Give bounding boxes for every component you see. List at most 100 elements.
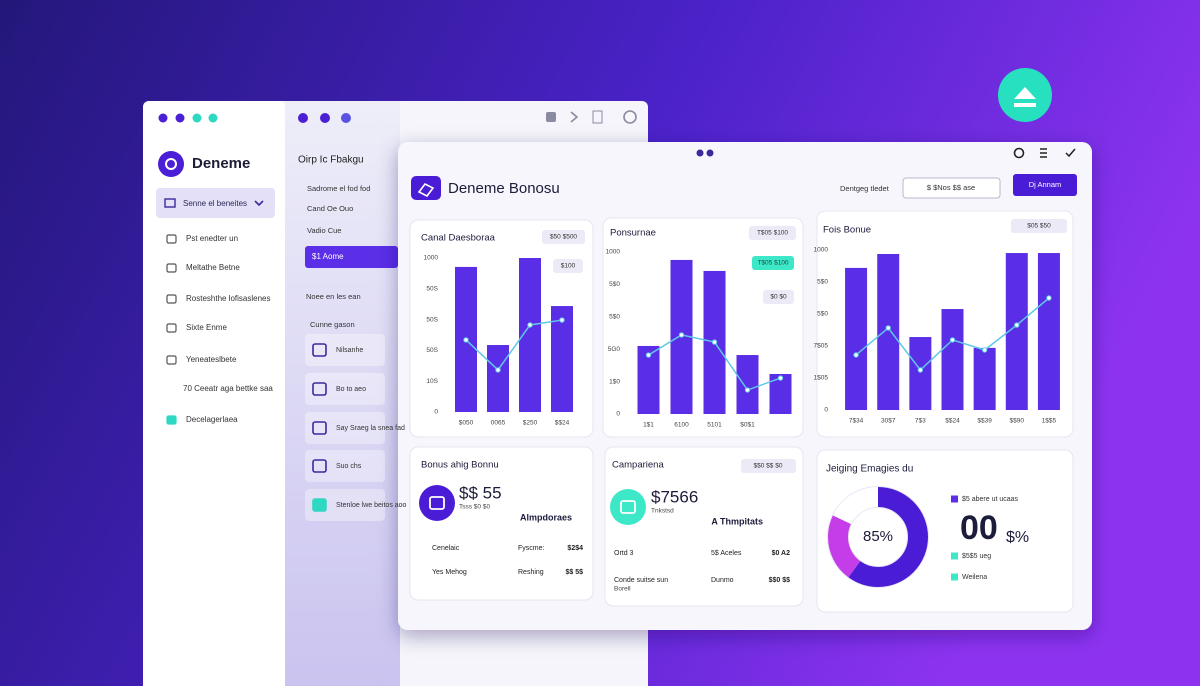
menu-item: Rosteshthe lofisaslenes bbox=[186, 294, 271, 303]
search-icon[interactable] bbox=[1013, 147, 1025, 159]
trend-point bbox=[527, 322, 533, 328]
bar bbox=[769, 373, 792, 414]
logo-text: Deneme bbox=[192, 155, 250, 172]
header-label: Dentgeg tledet bbox=[840, 184, 890, 193]
subnav-item-bg bbox=[305, 412, 385, 444]
subnav-item: Bo to aeo bbox=[336, 386, 366, 393]
x-tick-label: $0$1 bbox=[740, 422, 755, 429]
card-icon bbox=[419, 485, 455, 521]
donut-big-value: 00 bbox=[960, 509, 998, 547]
search-box[interactable] bbox=[902, 177, 1001, 199]
toolbar-icon[interactable] bbox=[546, 112, 556, 122]
y-tick-label: 7$05 bbox=[814, 343, 829, 350]
dropdown[interactable] bbox=[156, 188, 275, 218]
y-tick-label: 50S bbox=[426, 316, 438, 323]
header-button[interactable] bbox=[1013, 174, 1077, 196]
trend-point bbox=[853, 352, 859, 358]
dropdown-caret bbox=[254, 200, 264, 207]
bar bbox=[973, 347, 996, 410]
trend-point bbox=[559, 317, 565, 323]
card-row-text: Cenelaic bbox=[432, 545, 460, 552]
legend-swatch bbox=[951, 552, 958, 560]
badge-label: $100 bbox=[561, 263, 576, 270]
bar bbox=[637, 345, 660, 414]
logo-mark bbox=[165, 158, 177, 170]
y-tick-label: 0 bbox=[434, 409, 438, 416]
badge-label: $0 $0 bbox=[770, 294, 787, 301]
subnav-icon bbox=[312, 498, 327, 512]
toolbar-icon[interactable] bbox=[570, 111, 579, 123]
badge-label: T$05 $100 bbox=[757, 230, 788, 237]
bar bbox=[941, 309, 964, 410]
badge bbox=[553, 259, 583, 273]
x-tick-label: 1$$5 bbox=[1042, 418, 1057, 425]
menu-icon[interactable] bbox=[1040, 148, 1047, 158]
y-tick-label: 0 bbox=[824, 407, 828, 414]
toolbar-icon[interactable] bbox=[592, 110, 603, 124]
y-tick-label: 1$05 bbox=[814, 375, 829, 382]
badge-label: $05 $50 bbox=[1027, 223, 1051, 230]
legend-label: $5$5 ueg bbox=[962, 553, 991, 560]
subnav-item: Nilsanhe bbox=[336, 347, 363, 354]
subnav-active-label: $1 Aome bbox=[312, 252, 344, 261]
bar bbox=[877, 254, 900, 410]
trend-point bbox=[885, 325, 891, 331]
check-icon[interactable] bbox=[1065, 148, 1076, 158]
window-dot bbox=[706, 149, 714, 157]
subnav-item: Stenloe lwe beitos aoo bbox=[336, 502, 407, 509]
trend-point bbox=[777, 375, 784, 381]
card-row-text: 5$ Aceles bbox=[711, 550, 742, 557]
trend-line bbox=[465, 319, 563, 372]
subnav-active[interactable] bbox=[305, 246, 398, 268]
subnav-item-bg bbox=[305, 489, 385, 521]
donut-segment bbox=[828, 487, 928, 587]
subnav-item-bg bbox=[305, 334, 385, 366]
y-tick-label: 5$0 bbox=[817, 279, 828, 286]
menu-icon bbox=[166, 263, 177, 273]
trend-point bbox=[744, 387, 751, 393]
menu-item: Pst enedter un bbox=[186, 234, 238, 243]
subnav-icon bbox=[312, 459, 327, 473]
card-row-text: Ortd 3 bbox=[614, 550, 634, 557]
trend-point bbox=[463, 337, 469, 343]
toolbar-icon[interactable] bbox=[623, 110, 637, 124]
chart-title: Fois Bonue bbox=[823, 225, 871, 236]
subnav-icon bbox=[312, 343, 327, 357]
card-icon bbox=[610, 489, 646, 525]
badge bbox=[749, 226, 796, 240]
x-tick-label: 1$1 bbox=[643, 422, 654, 429]
trend-point bbox=[678, 332, 685, 338]
menu-item: Decelagerlaea bbox=[186, 415, 238, 424]
badge-label: $50 $500 bbox=[550, 234, 577, 241]
subnav-item: Cand Oe Ouo bbox=[307, 204, 353, 213]
subnav-item-bg bbox=[305, 450, 385, 482]
menu-item: Sixte Enme bbox=[186, 323, 227, 332]
subnav-section: Noee en les ean bbox=[306, 292, 361, 301]
menu-icon bbox=[166, 234, 177, 244]
y-tick-label: 5G0 bbox=[608, 346, 621, 353]
card-amount-note: Tnkstsd bbox=[651, 508, 674, 515]
card-amount: $7566 bbox=[651, 487, 698, 506]
card-row-text: $$ 5$ bbox=[565, 569, 583, 576]
subnav-title: Oirp Ic Fbakgu bbox=[298, 155, 364, 166]
trend-point bbox=[645, 352, 652, 358]
trend-point bbox=[1014, 322, 1020, 328]
card-icon-glyph bbox=[429, 496, 445, 510]
y-tick-label: 1$0 bbox=[609, 378, 620, 385]
card-icon-glyph bbox=[620, 500, 636, 514]
bar bbox=[845, 267, 868, 410]
y-tick-label: 5$0 bbox=[609, 281, 620, 288]
badge bbox=[763, 290, 794, 304]
title-icon bbox=[411, 176, 441, 200]
chart-title: Ponsurnae bbox=[610, 228, 656, 239]
legend-label: Weilena bbox=[962, 574, 987, 581]
bar bbox=[487, 345, 509, 412]
title-icon-glyph bbox=[417, 182, 435, 198]
x-tick-label: 7$34 bbox=[849, 418, 864, 425]
menu-icon bbox=[166, 294, 177, 304]
window-dot bbox=[192, 113, 202, 123]
card-row-text: Conde suitse sun bbox=[614, 577, 668, 584]
search-text: $ $Nos $$ ase bbox=[927, 183, 975, 192]
menu-item: Meltathe Betne bbox=[186, 263, 240, 272]
x-tick-label: $$24 bbox=[945, 418, 960, 425]
